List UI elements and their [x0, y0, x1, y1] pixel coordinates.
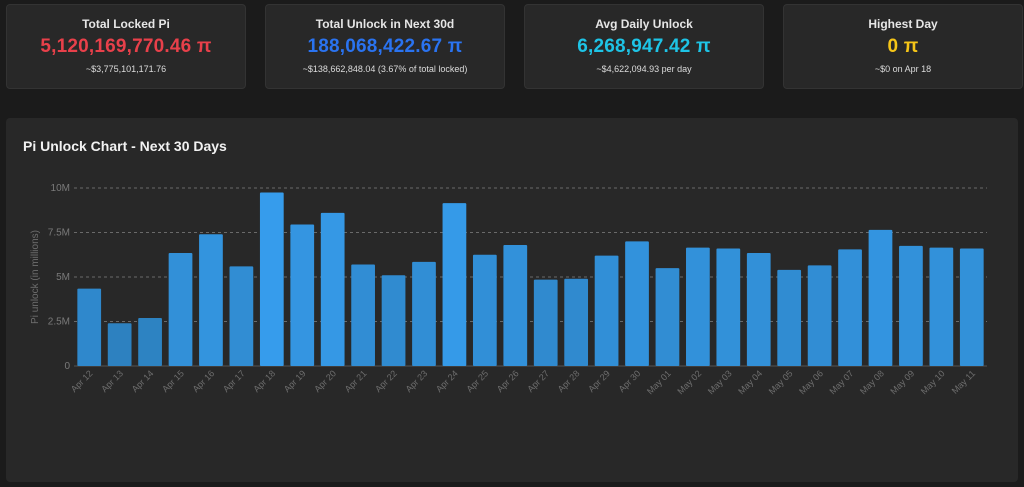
card-subtext: ~$0 on Apr 18: [874, 64, 932, 74]
card-value: 6,268,947.42 π: [577, 36, 711, 57]
x-tick-label: May 03: [706, 368, 734, 396]
bar: [899, 245, 923, 366]
bar-chart: 0 2.5M 5M 7.5M 10M Pi unlock (in millions) Apr…: [30, 183, 987, 396]
x-tick-label: Apr 12: [69, 368, 95, 394]
x-tick-label: Apr 30: [617, 368, 643, 394]
bar: [564, 278, 589, 366]
bar: [503, 244, 528, 366]
bar: [655, 268, 680, 366]
bar: [77, 288, 102, 366]
bar: [259, 192, 284, 366]
stat-card-avg-daily: Avg Daily Unlock 6,268,947.42 π ~$4,622,…: [524, 4, 764, 89]
bar: [686, 247, 710, 366]
y-tick-label: 2.5M: [48, 317, 70, 328]
card-subtext: ~$3,775,101,171.76: [85, 64, 167, 74]
card-title: Avg Daily Unlock: [595, 17, 693, 31]
x-tick-label: May 01: [645, 368, 673, 396]
bar: [959, 248, 984, 366]
x-tick-label: May 07: [828, 368, 856, 396]
x-tick-label: May 04: [736, 368, 764, 396]
stat-card-unlock-30d: Total Unlock in Next 30d 188,068,422.67 …: [265, 4, 505, 89]
card-subtext: ~$138,662,848.04 (3.67% of total locked): [302, 64, 468, 74]
x-tick-label: Apr 28: [556, 368, 582, 394]
card-title: Total Locked Pi: [82, 17, 170, 31]
x-tick-label: May 06: [797, 368, 825, 396]
y-axis-label: Pi unlock (in millions): [30, 230, 41, 324]
y-tick-label: 0: [64, 361, 70, 372]
x-tick-label: Apr 18: [251, 368, 277, 394]
x-tick-label: Apr 20: [312, 368, 338, 394]
chart-title: Pi Unlock Chart - Next 30 Days: [23, 138, 227, 154]
stat-card-total-locked: Total Locked Pi 5,120,169,770.46 π ~$3,7…: [6, 4, 246, 89]
bar: [107, 323, 132, 366]
card-value: 188,068,422.67 π: [307, 36, 463, 57]
bar: [472, 254, 497, 366]
bar: [168, 252, 193, 366]
x-tick-label: Apr 26: [495, 368, 521, 394]
bar: [533, 279, 558, 366]
card-value: 5,120,169,770.46 π: [40, 36, 212, 57]
x-tick-label: May 09: [888, 368, 916, 396]
x-tick-label: Apr 17: [221, 368, 247, 394]
bar: [716, 248, 741, 366]
card-value: 0 π: [887, 36, 919, 57]
x-tick-label: Apr 15: [160, 368, 186, 394]
x-tick-label: Apr 13: [99, 368, 125, 394]
bar: [351, 264, 375, 366]
y-tick-label: 5M: [56, 272, 70, 283]
bar: [868, 229, 893, 366]
bar: [229, 266, 254, 366]
bar: [320, 212, 345, 366]
x-tick-label: Apr 24: [434, 368, 460, 394]
bar: [199, 234, 223, 366]
bar: [838, 249, 862, 366]
chart-panel: Pi Unlock Chart - Next 30 Days 0 2.5M 5M 7.…: [6, 118, 1018, 482]
bar: [442, 203, 467, 366]
bar: [412, 261, 436, 366]
stat-card-highest-day: Highest Day 0 π ~$0 on Apr 18: [783, 4, 1023, 89]
x-tick-label: Apr 25: [464, 368, 490, 394]
card-title: Highest Day: [868, 17, 938, 31]
bar: [746, 252, 771, 366]
bar: [594, 255, 619, 366]
bar: [381, 275, 406, 366]
x-tick-label: May 08: [858, 368, 886, 396]
bar: [807, 265, 832, 366]
card-subtext: ~$4,622,094.93 per day: [596, 64, 692, 74]
bar: [929, 247, 954, 366]
x-tick-label: May 10: [919, 368, 947, 396]
x-tick-label: May 11: [950, 368, 977, 395]
x-tick-label: Apr 22: [373, 368, 399, 394]
bar: [777, 269, 802, 366]
x-tick-label: Apr 21: [343, 368, 369, 394]
bar: [290, 224, 315, 366]
x-tick-label: Apr 27: [525, 368, 551, 394]
bar: [625, 241, 649, 366]
x-tick-label: May 02: [675, 368, 703, 396]
x-tick-label: Apr 14: [130, 368, 156, 394]
bar: [138, 317, 162, 366]
x-tick-label: Apr 23: [404, 368, 430, 394]
x-tick-label: May 05: [767, 368, 795, 396]
y-tick-label: 7.5M: [48, 228, 70, 239]
x-tick-label: Apr 16: [191, 368, 217, 394]
x-tick-label: Apr 29: [586, 368, 612, 394]
card-title: Total Unlock in Next 30d: [315, 17, 455, 31]
y-tick-label: 10M: [51, 183, 70, 194]
x-tick-label: Apr 19: [282, 368, 308, 394]
